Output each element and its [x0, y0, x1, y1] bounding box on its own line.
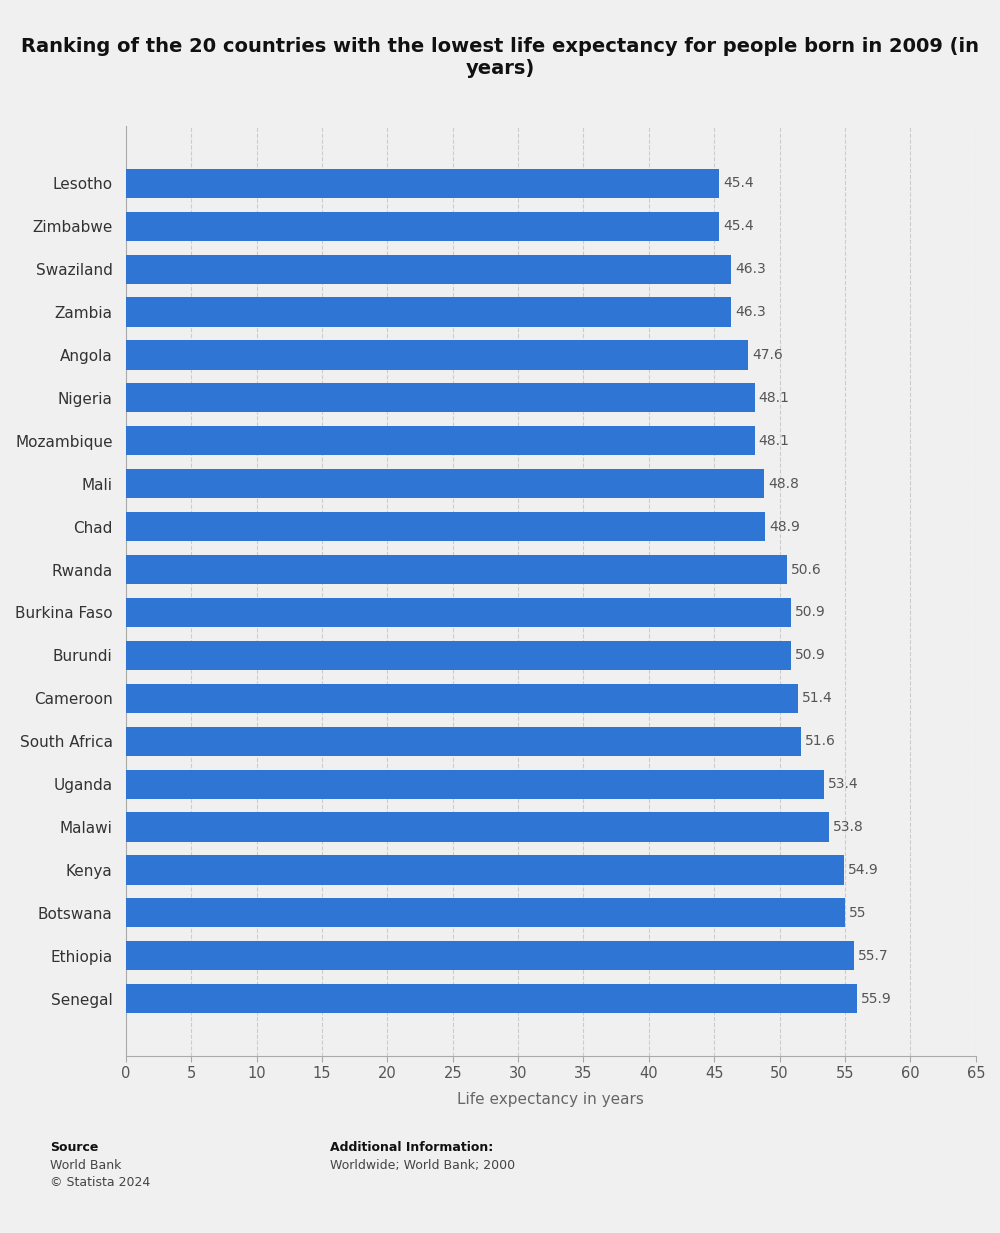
- Text: 50.9: 50.9: [795, 605, 826, 619]
- Text: 48.9: 48.9: [769, 519, 800, 534]
- Bar: [126, 598, 791, 628]
- Bar: [126, 899, 845, 927]
- Bar: [126, 340, 748, 370]
- Text: 46.3: 46.3: [735, 305, 766, 319]
- Text: 54.9: 54.9: [848, 863, 878, 877]
- Text: 50.9: 50.9: [795, 649, 826, 662]
- Text: 45.4: 45.4: [723, 219, 754, 233]
- Bar: [126, 469, 764, 498]
- Text: Additional Information:: Additional Information:: [330, 1141, 493, 1154]
- Text: 55: 55: [849, 906, 866, 920]
- Text: 55.9: 55.9: [861, 991, 891, 1006]
- Text: Ranking of the 20 countries with the lowest life expectancy for people born in 2: Ranking of the 20 countries with the low…: [21, 37, 979, 78]
- Bar: [126, 512, 765, 541]
- Text: 53.4: 53.4: [828, 777, 859, 792]
- Text: 51.6: 51.6: [804, 734, 835, 748]
- Bar: [126, 941, 854, 970]
- Text: 48.8: 48.8: [768, 477, 799, 491]
- X-axis label: Life expectancy in years: Life expectancy in years: [457, 1092, 644, 1107]
- Bar: [126, 297, 731, 327]
- Bar: [126, 169, 719, 197]
- Bar: [126, 813, 829, 842]
- Bar: [126, 383, 755, 413]
- Text: © Statista 2024: © Statista 2024: [50, 1176, 150, 1190]
- Bar: [126, 683, 798, 713]
- Text: 53.8: 53.8: [833, 820, 864, 834]
- Text: 55.7: 55.7: [858, 948, 889, 963]
- Text: Worldwide; World Bank; 2000: Worldwide; World Bank; 2000: [330, 1159, 515, 1173]
- Bar: [126, 212, 719, 240]
- Text: 51.4: 51.4: [802, 692, 833, 705]
- Text: Source: Source: [50, 1141, 98, 1154]
- Bar: [126, 726, 801, 756]
- Bar: [126, 984, 857, 1014]
- Bar: [126, 427, 755, 455]
- Text: 45.4: 45.4: [723, 176, 754, 190]
- Text: 48.1: 48.1: [759, 391, 790, 404]
- Text: 50.6: 50.6: [791, 562, 822, 577]
- Text: World Bank: World Bank: [50, 1159, 121, 1173]
- Bar: [126, 641, 791, 670]
- Bar: [126, 254, 731, 284]
- Text: 47.6: 47.6: [752, 348, 783, 363]
- Text: 48.1: 48.1: [759, 434, 790, 448]
- Bar: [126, 555, 787, 584]
- Bar: [126, 856, 844, 884]
- Text: 46.3: 46.3: [735, 263, 766, 276]
- Bar: [126, 769, 824, 799]
